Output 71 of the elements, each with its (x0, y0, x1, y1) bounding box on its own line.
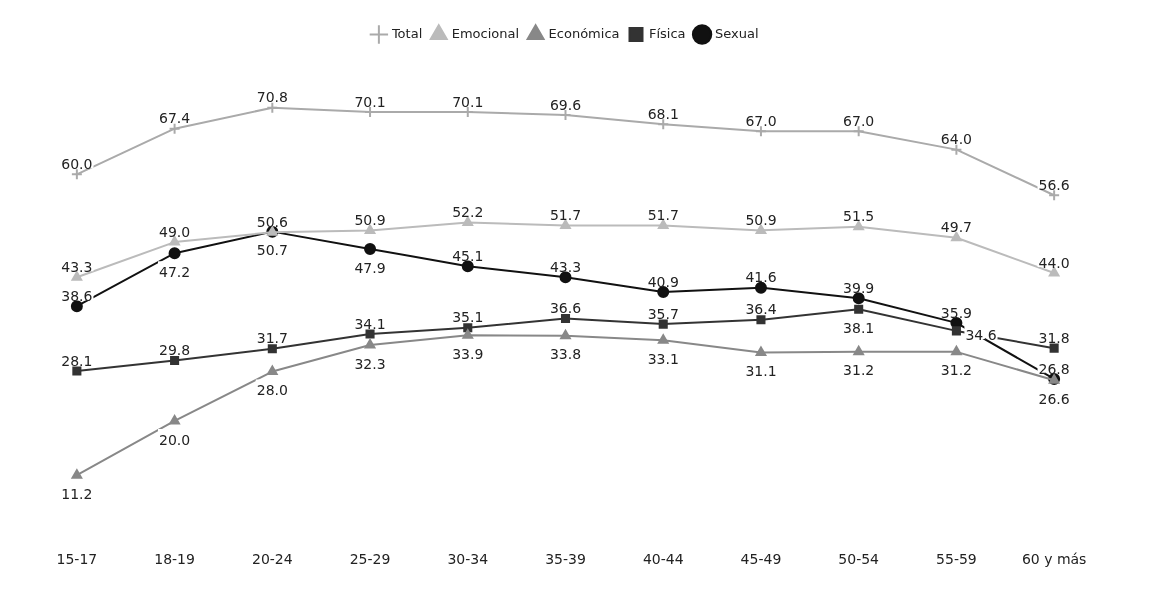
data-label: 43.3 (61, 258, 93, 275)
data-label: 44.0 (1038, 254, 1070, 271)
data-label: 26.8 (1038, 360, 1070, 377)
data-label: 34.6 (965, 326, 997, 343)
data-label: 31.8 (1038, 329, 1070, 346)
data-label: 50.9 (354, 212, 386, 229)
data-label: 60.0 (61, 155, 93, 172)
data-label: 31.2 (940, 362, 972, 379)
data-label: 70.1 (452, 93, 484, 110)
data-label: 36.6 (549, 300, 582, 317)
x-tick-label: 55-59 (936, 551, 977, 568)
data-label: 50.9 (745, 212, 777, 229)
data-label: 28.1 (61, 352, 93, 369)
data-label: 49.7 (940, 219, 972, 236)
x-tick-label: 20-24 (251, 551, 293, 568)
legend-label: Total (390, 25, 423, 41)
data-label: 50.6 (256, 213, 288, 230)
data-label: 49.0 (159, 223, 191, 240)
data-label: 38.1 (843, 319, 875, 336)
data-label: 38.6 (61, 287, 93, 304)
legend-label: Económica (548, 25, 620, 41)
data-label: 31.1 (745, 363, 777, 380)
data-label: 34.1 (354, 315, 386, 332)
x-tick-label: 40-44 (642, 551, 684, 568)
data-label: 52.2 (452, 204, 484, 221)
data-label: 67.0 (843, 112, 875, 129)
data-label: 29.8 (159, 342, 191, 359)
x-tick-label: 60 y más (1021, 551, 1087, 568)
data-label: 43.3 (549, 258, 582, 275)
data-label: 67.0 (745, 112, 777, 129)
legend-label: Emocional (451, 25, 520, 41)
data-label: 69.6 (549, 96, 582, 113)
x-tick-label: 25-29 (349, 551, 391, 568)
data-label: 20.0 (159, 431, 191, 448)
data-label: 70.8 (256, 89, 288, 106)
data-label: 31.2 (843, 362, 875, 379)
data-label: 33.9 (452, 345, 484, 362)
data-label: 39.9 (843, 279, 875, 296)
data-label: 67.4 (159, 110, 191, 127)
data-label: 51.7 (549, 207, 582, 224)
data-label: 47.2 (159, 263, 191, 280)
x-tick-label: 45-49 (740, 551, 782, 568)
data-label: 31.7 (256, 330, 288, 347)
x-tick-label: 18-19 (154, 551, 195, 568)
x-tick-label: 50-54 (838, 551, 880, 568)
x-tick-label: 35-39 (545, 551, 586, 568)
data-label: 70.1 (354, 93, 386, 110)
data-label: 26.6 (1038, 390, 1070, 407)
data-label: 64.0 (940, 131, 972, 148)
data-label: 41.6 (745, 269, 777, 286)
data-label: 47.9 (354, 259, 386, 276)
data-label: 56.6 (1038, 176, 1070, 193)
x-tick-label: 15-17 (56, 551, 98, 568)
data-label: 51.7 (647, 207, 679, 224)
data-label: 33.1 (647, 350, 679, 367)
x-tick-label: 30-34 (447, 551, 489, 568)
data-label: 36.4 (745, 301, 777, 318)
data-label: 51.5 (843, 208, 875, 225)
data-label: 28.0 (256, 382, 288, 399)
data-label: 11.2 (61, 485, 93, 502)
legend-label: Física (649, 25, 686, 41)
data-label: 32.3 (354, 355, 386, 372)
legend-label: Sexual (715, 25, 759, 41)
data-label: 40.9 (647, 273, 679, 290)
data-label: 45.1 (452, 247, 484, 264)
data-label: 33.8 (549, 346, 582, 363)
data-label: 50.7 (256, 242, 288, 259)
data-label: 35.9 (940, 304, 972, 321)
data-label: 35.7 (647, 305, 679, 322)
data-label: 35.1 (452, 309, 484, 326)
data-label: 68.1 (647, 106, 679, 122)
